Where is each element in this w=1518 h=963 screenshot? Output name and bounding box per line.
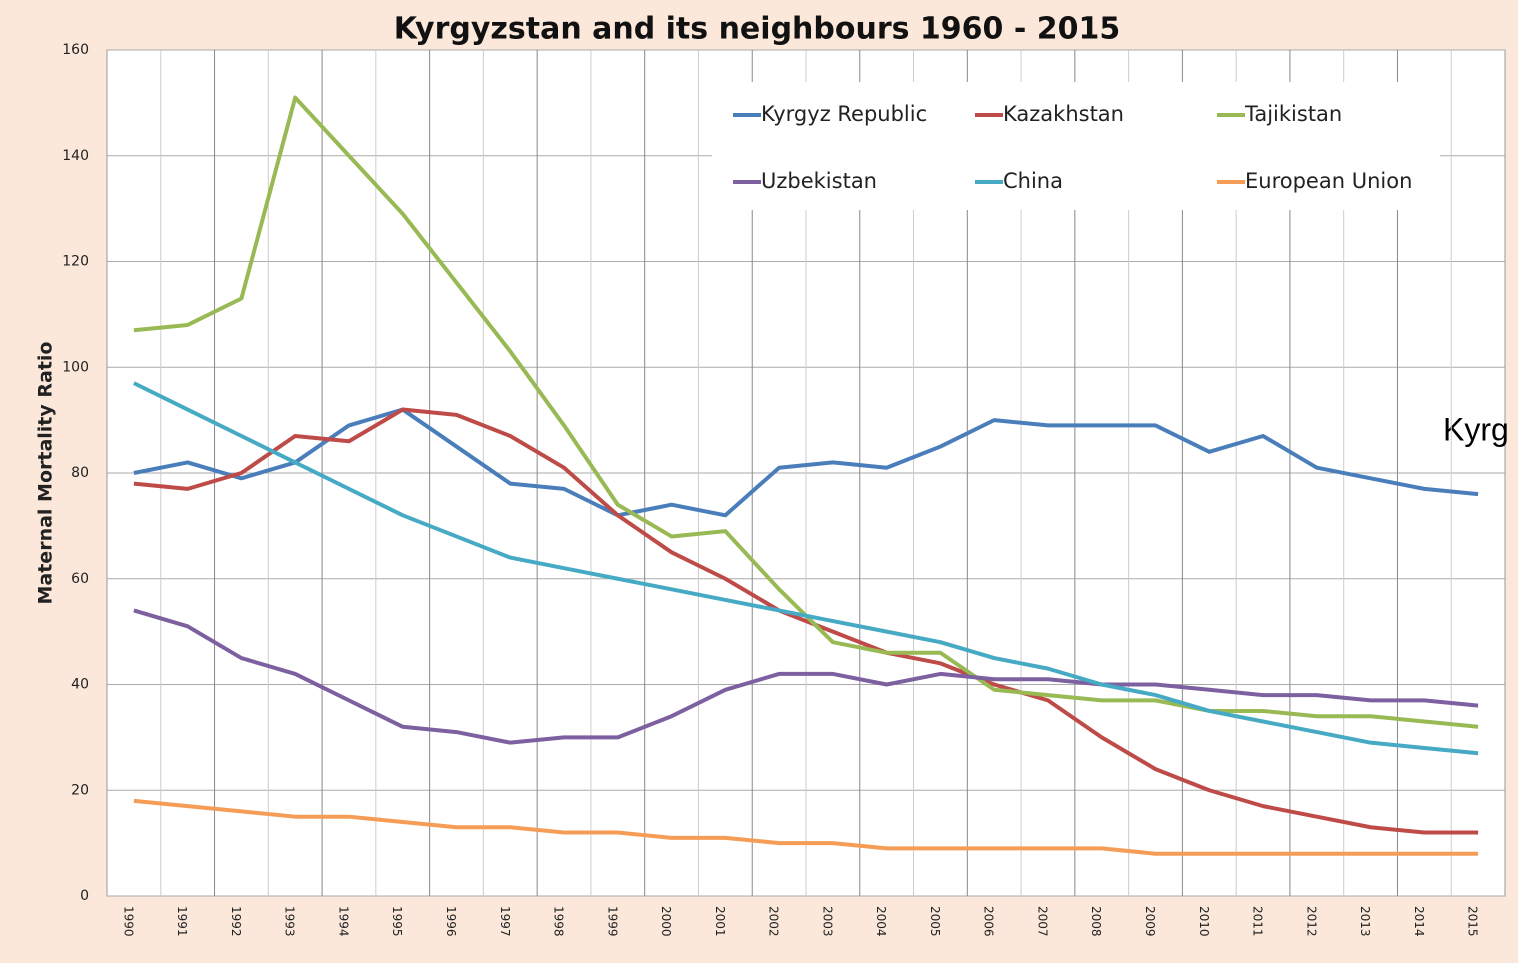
x-tick-label: 2013 [1358, 906, 1372, 937]
x-tick-label: 2014 [1412, 906, 1426, 937]
y-tick-label: 100 [62, 359, 89, 375]
x-tick-label: 2000 [659, 906, 673, 937]
x-tick-label: 2006 [982, 906, 996, 937]
series-line [133, 407, 1479, 835]
y-tick-label: 20 [71, 782, 89, 798]
annotation: Kyrg [1443, 411, 1509, 447]
x-tick-label: 1996 [444, 906, 458, 937]
series-line [133, 381, 1479, 756]
y-tick-label: 80 [71, 465, 89, 481]
x-tick-label: 2002 [767, 906, 781, 937]
y-axis-label: Maternal Mortality Ratio [35, 342, 57, 605]
legend-label: Tajikistan [1244, 102, 1342, 126]
series-line [133, 798, 1479, 856]
legend-label: European Union [1245, 169, 1412, 193]
y-tick-label: 160 [62, 42, 89, 58]
x-tick-label: 2010 [1197, 906, 1211, 937]
x-tick-label: 2004 [874, 906, 888, 937]
series-line [133, 608, 1479, 745]
x-tick-label: 2015 [1466, 906, 1480, 937]
x-tick-label: 2012 [1304, 906, 1318, 937]
legend-label: China [1003, 169, 1063, 193]
legend-box [712, 82, 1440, 210]
x-tick-label: 2011 [1251, 906, 1265, 937]
y-tick-label: 60 [71, 571, 89, 587]
x-tick-label: 2007 [1035, 906, 1049, 937]
x-tick-label: 1990 [121, 906, 135, 937]
legend-label: Uzbekistan [761, 169, 877, 193]
x-tick-label: 2003 [820, 906, 834, 937]
y-tick-label: 40 [71, 677, 89, 693]
x-tick-label: 1991 [175, 906, 189, 937]
x-tick-label: 2008 [1089, 906, 1103, 937]
x-tick-label: 2001 [713, 906, 727, 937]
x-tick-label: 2009 [1143, 906, 1157, 937]
chart-title: Kyrgyzstan and its neighbours 1960 - 201… [394, 12, 1121, 47]
y-tick-label: 140 [62, 148, 89, 164]
x-tick-label: 1999 [605, 906, 619, 937]
x-tick-label: 1995 [390, 906, 404, 937]
x-tick-label: 1994 [336, 906, 350, 937]
x-tick-label: 2005 [928, 906, 942, 937]
y-tick-label: 0 [80, 888, 89, 904]
x-tick-label: 1997 [498, 906, 512, 937]
legend-label: Kazakhstan [1003, 102, 1124, 126]
series-line [133, 407, 1479, 518]
x-tick-label: 1998 [552, 906, 566, 937]
x-tick-label: 1992 [229, 906, 243, 937]
legend-label: Kyrgyz Republic [761, 102, 927, 126]
x-tick-label: 1993 [283, 906, 297, 937]
y-tick-label: 120 [62, 254, 89, 270]
